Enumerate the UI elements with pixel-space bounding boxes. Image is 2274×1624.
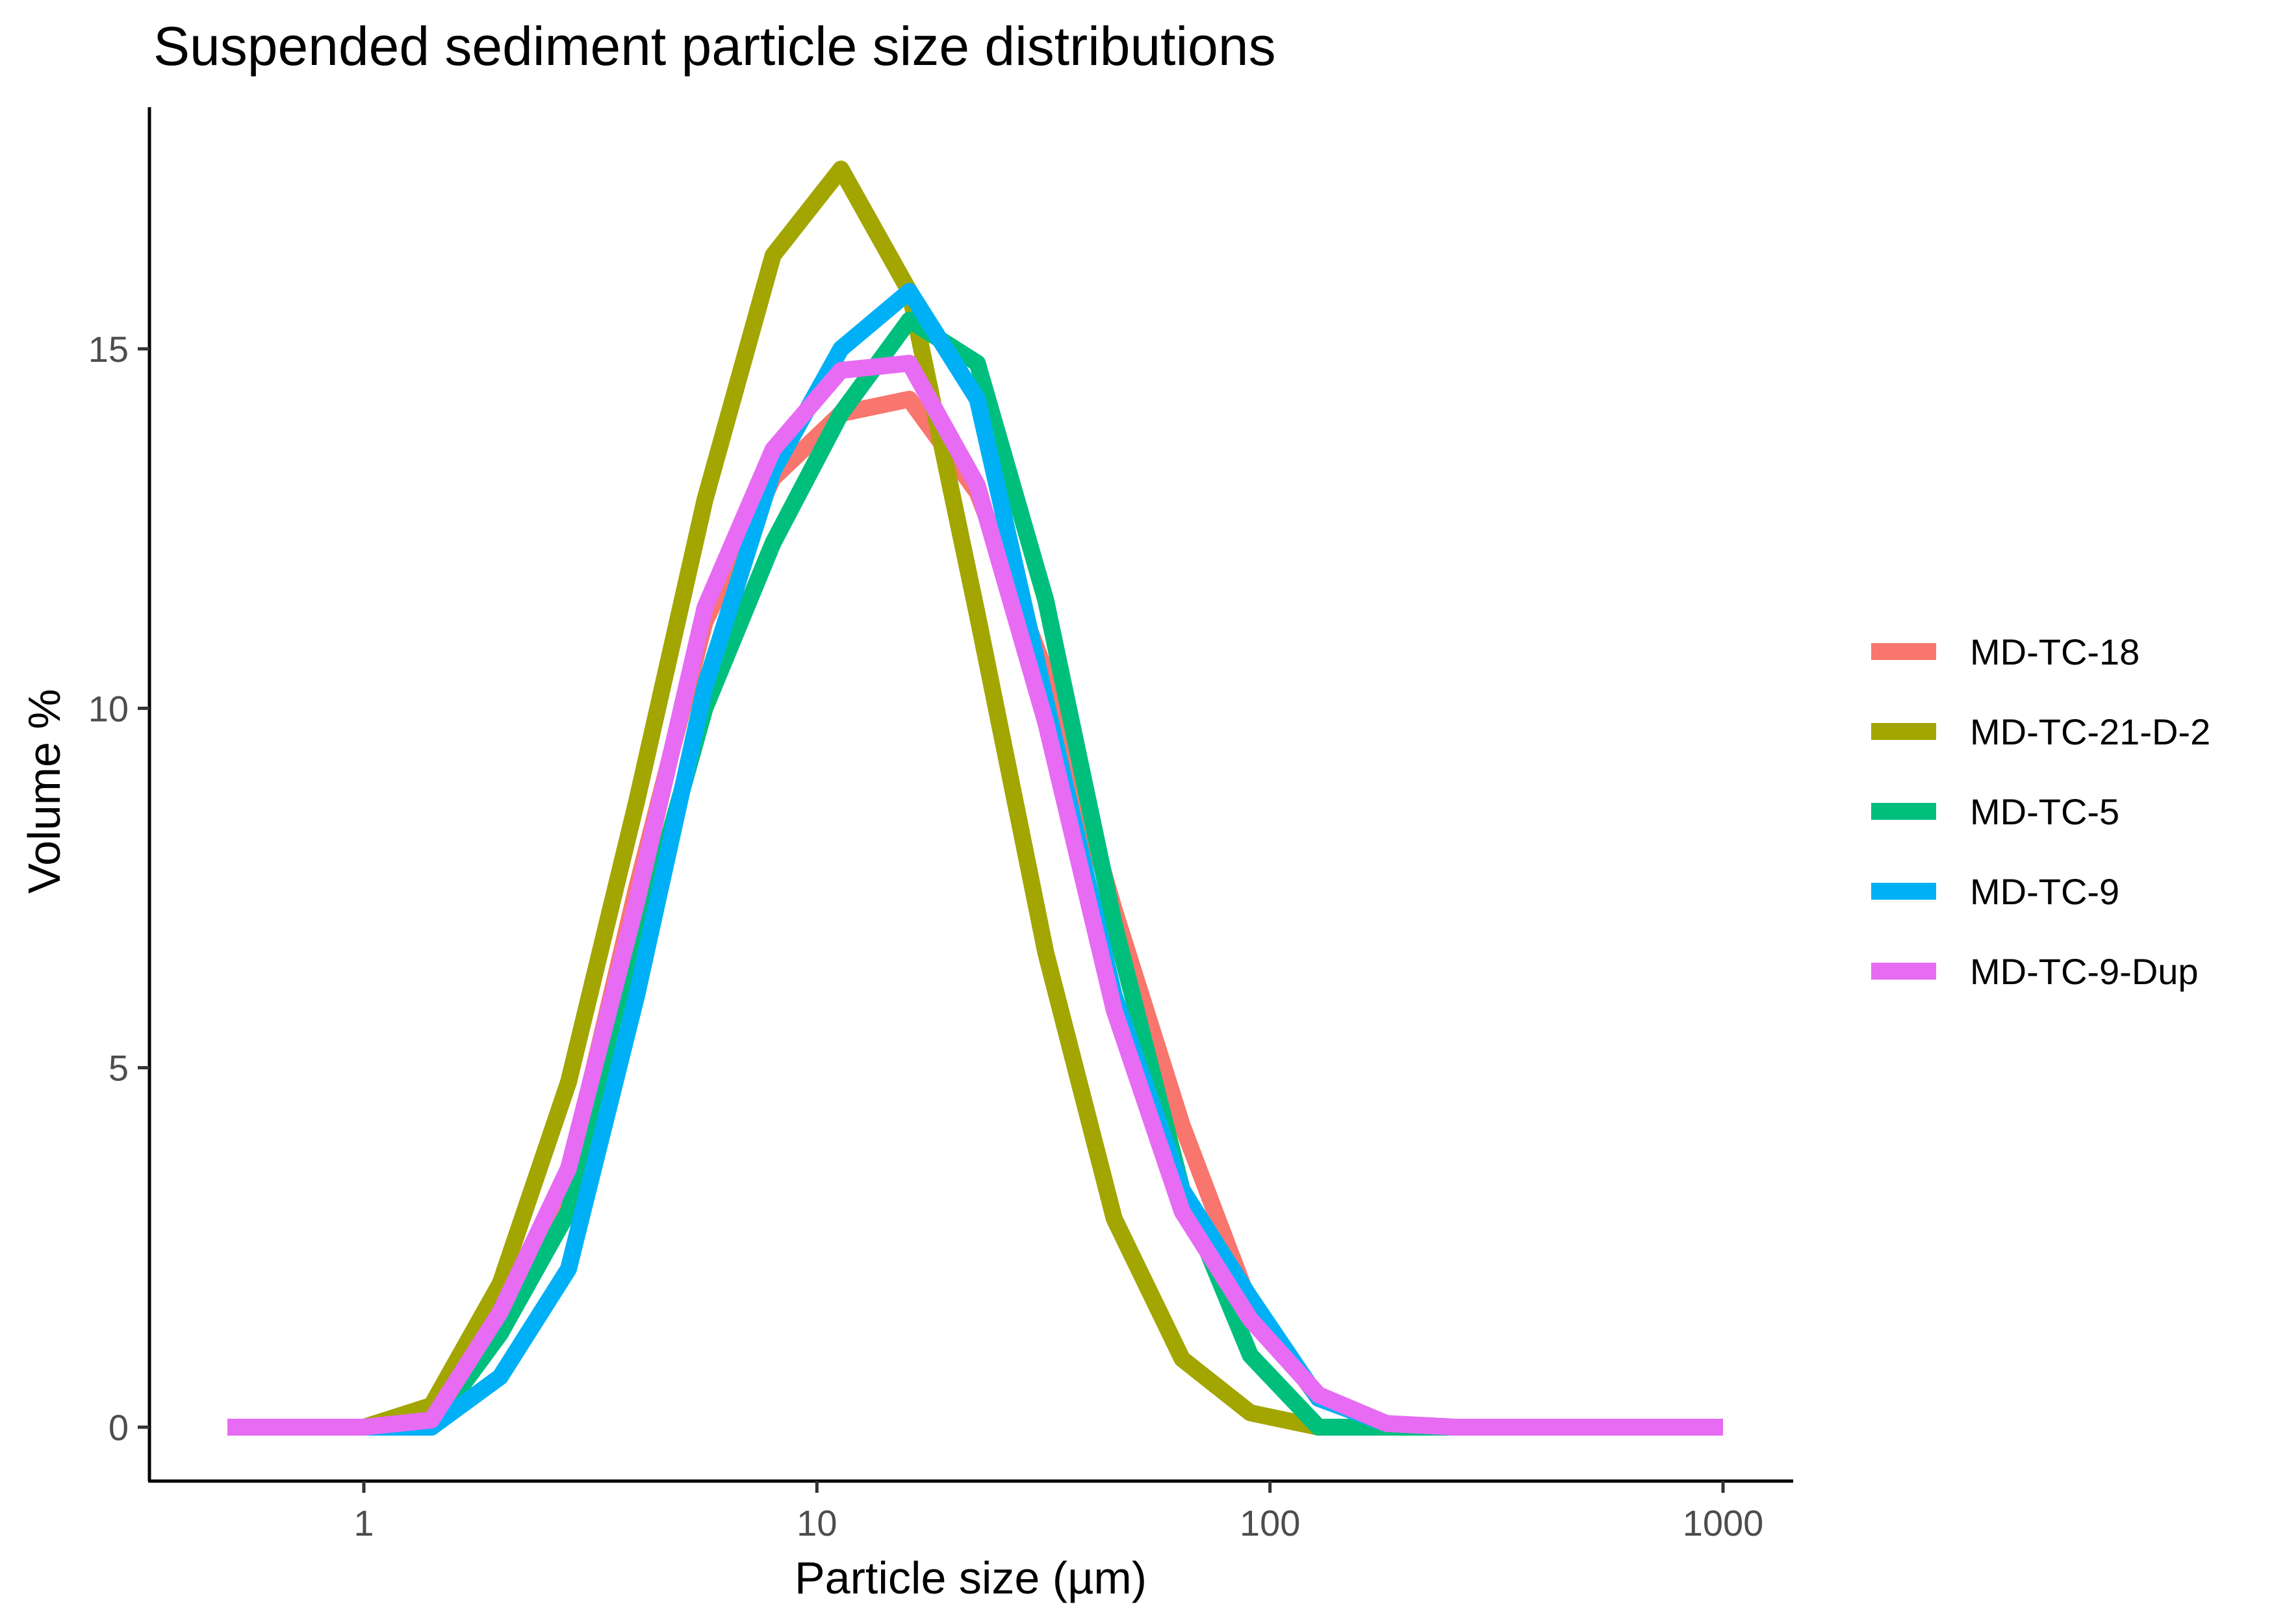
legend-label: MD-TC-9-Dup (1970, 951, 2199, 992)
y-tick-label: 0 (109, 1407, 129, 1448)
legend-label: MD-TC-21-D-2 (1970, 711, 2210, 752)
y-axis-ticks: 0 5 10 15 (88, 329, 149, 1448)
chart-title: Suspended sediment particle size distrib… (153, 16, 1276, 77)
x-tick-label: 10 (797, 1503, 837, 1543)
x-axis-ticks: 1 10 100 1000 (353, 1481, 1763, 1543)
plot-area (227, 160, 1723, 1436)
legend: MD-TC-18 MD-TC-21-D-2 MD-TC-5 MD-TC-9 MD-TC-… (1871, 631, 2210, 992)
series-line-5 (227, 355, 1723, 1436)
x-axis-title: Particle size (µm) (795, 1553, 1147, 1603)
y-axis-title: Volume % (19, 689, 70, 893)
y-tick-label: 5 (109, 1048, 129, 1089)
y-tick-label: 10 (88, 688, 129, 729)
x-tick-label: 1 (353, 1503, 374, 1543)
legend-label: MD-TC-18 (1970, 631, 2140, 672)
legend-label: MD-TC-9 (1970, 871, 2119, 912)
y-tick-label: 15 (88, 329, 129, 370)
x-tick-label: 100 (1240, 1503, 1300, 1543)
x-tick-label: 1000 (1683, 1503, 1764, 1543)
legend-label: MD-TC-5 (1970, 791, 2119, 832)
